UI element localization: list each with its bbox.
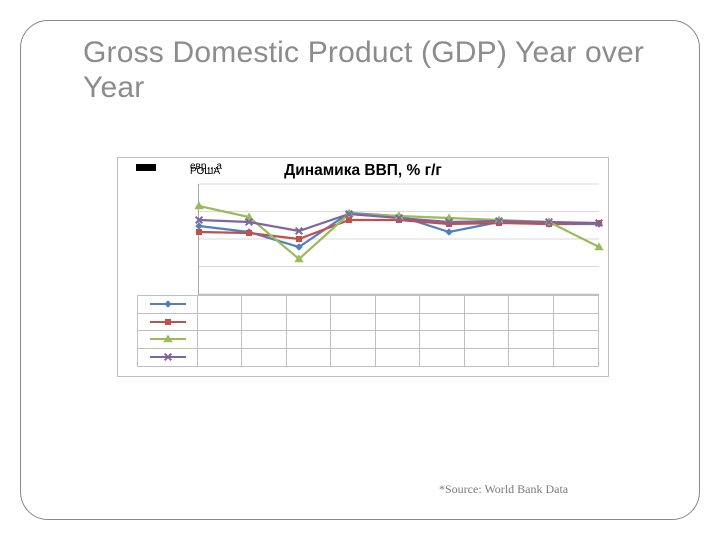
legend-cell-empty bbox=[509, 349, 553, 367]
chart-marker-series-blue bbox=[445, 228, 453, 236]
legend-cell-empty bbox=[287, 314, 331, 332]
legend-cell-empty bbox=[242, 331, 286, 349]
legend-cell-marker bbox=[138, 296, 198, 314]
legend-marker-series-red bbox=[146, 314, 190, 330]
legend-cell-empty bbox=[242, 296, 286, 314]
legend-marker-series-green bbox=[146, 331, 190, 347]
legend-cell-empty bbox=[465, 296, 509, 314]
legend-cell-empty bbox=[465, 314, 509, 332]
slide-frame: Gross Domestic Product (GDP) Year over Y… bbox=[20, 20, 700, 520]
chart-marker-series-red bbox=[246, 230, 252, 236]
legend-cell-empty bbox=[287, 331, 331, 349]
legend-cell-empty bbox=[376, 314, 420, 332]
legend-cell-empty bbox=[331, 296, 375, 314]
legend-cell-empty bbox=[376, 331, 420, 349]
legend-cell-empty bbox=[331, 349, 375, 367]
legend-cell-empty bbox=[331, 331, 375, 349]
legend-cell-empty bbox=[287, 349, 331, 367]
page-title: Gross Domestic Product (GDP) Year over Y… bbox=[83, 35, 659, 106]
chart-svg bbox=[199, 184, 599, 294]
legend-cell-empty bbox=[420, 349, 464, 367]
legend-cell-empty bbox=[242, 349, 286, 367]
legend-cell-empty bbox=[420, 314, 464, 332]
chart-marker-series-red bbox=[196, 229, 202, 235]
legend-cell-empty bbox=[198, 314, 242, 332]
legend-cell-empty bbox=[554, 296, 598, 314]
legend-cell-marker bbox=[138, 314, 198, 332]
chart-marker-series-green bbox=[194, 201, 203, 209]
legend-cell-empty bbox=[331, 314, 375, 332]
chart-container: евр…а РОША Динамика ВВП, % г/г bbox=[117, 157, 609, 377]
legend-cell-empty bbox=[376, 296, 420, 314]
legend-marker-series-blue bbox=[146, 296, 190, 312]
legend-cell-empty bbox=[420, 296, 464, 314]
legend-cell-empty bbox=[509, 331, 553, 349]
legend-cell-empty bbox=[554, 349, 598, 367]
legend-cell-marker bbox=[138, 349, 198, 367]
legend-cell-empty bbox=[509, 314, 553, 332]
legend-cell-empty bbox=[554, 331, 598, 349]
legend-cell-empty bbox=[287, 296, 331, 314]
legend-cell-empty bbox=[242, 314, 286, 332]
legend-cell-marker bbox=[138, 331, 198, 349]
legend-cell-empty bbox=[465, 349, 509, 367]
legend-cell-empty bbox=[554, 314, 598, 332]
legend-cell-empty bbox=[420, 331, 464, 349]
legend-cell-empty bbox=[198, 296, 242, 314]
legend-cell-empty bbox=[198, 349, 242, 367]
legend-cell-empty bbox=[198, 331, 242, 349]
chart-legend-table bbox=[137, 295, 599, 367]
legend-marker-series-purple bbox=[146, 349, 190, 365]
chart-marker-series-red bbox=[346, 217, 352, 223]
source-citation: *Source: World Bank Data bbox=[439, 482, 589, 497]
legend-cell-empty bbox=[465, 331, 509, 349]
chart-title: Динамика ВВП, % г/г bbox=[118, 162, 608, 180]
legend-cell-empty bbox=[376, 349, 420, 367]
chart-plot-area bbox=[198, 184, 599, 295]
legend-cell-empty bbox=[509, 296, 553, 314]
chart-marker-series-red bbox=[296, 236, 302, 242]
